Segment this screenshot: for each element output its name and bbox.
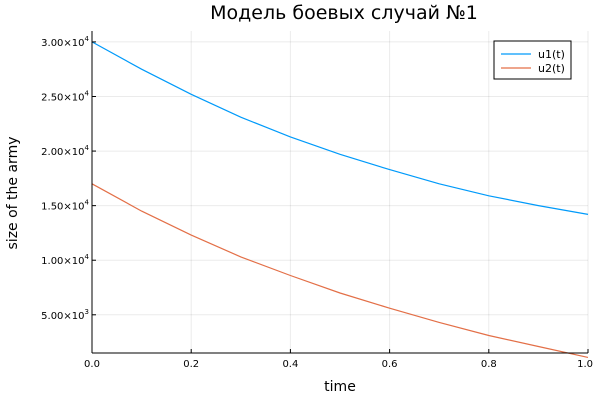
series-line-u2t	[91, 183, 589, 358]
legend: u1(t)u2(t)	[493, 40, 572, 80]
y-tick-label: 1.50×104	[41, 199, 89, 213]
y-tick-exponent: 3	[85, 308, 89, 316]
x-axis-ticks: 0.0 0.2 0.4 0.6 0.8 1.0	[84, 349, 593, 370]
y-tick-label: 1.00×104	[41, 253, 89, 267]
series-line-u1t	[91, 41, 589, 215]
x-tick-label: 0.2	[183, 359, 199, 370]
plot-frame	[91, 31, 588, 354]
y-tick-exponent: 4	[85, 35, 90, 43]
x-tick-label: 0.0	[84, 359, 100, 370]
y-tick-label: 5.00×103	[41, 308, 89, 322]
y-tick-label: 2.00×104	[41, 144, 89, 158]
legend-entry-label: u2(t)	[538, 62, 565, 75]
chart-title: Модель боевых случай №1	[210, 2, 478, 24]
y-tick-mantissa: 2.50×10	[41, 92, 84, 103]
y-tick-mantissa: 5.00×10	[41, 311, 84, 322]
y-tick-label: 2.50×104	[41, 89, 89, 103]
y-axis-label: size of the army	[5, 137, 21, 250]
y-tick-exponent: 4	[85, 199, 90, 207]
series-group	[91, 41, 589, 358]
x-axis-label: time	[324, 379, 356, 395]
y-tick-exponent: 4	[85, 89, 90, 97]
y-axis-ticks: 5.00×1031.00×1041.50×1042.00×1042.50×104…	[41, 35, 96, 322]
legend-box	[493, 40, 572, 80]
y-tick-exponent: 4	[85, 253, 90, 261]
grid	[91, 31, 589, 353]
y-tick-mantissa: 1.00×10	[41, 256, 84, 267]
x-tick-label: 0.8	[481, 359, 497, 370]
x-tick-label: 0.6	[382, 359, 398, 370]
y-tick-mantissa: 3.00×10	[41, 38, 84, 49]
x-tick-label: 0.4	[282, 359, 298, 370]
y-tick-exponent: 4	[85, 144, 90, 152]
x-tick-label: 1.0	[577, 359, 593, 370]
y-tick-mantissa: 1.50×10	[41, 202, 84, 213]
y-tick-mantissa: 2.00×10	[41, 147, 84, 158]
legend-entry-label: u1(t)	[538, 48, 565, 61]
y-tick-label: 3.00×104	[41, 35, 89, 49]
